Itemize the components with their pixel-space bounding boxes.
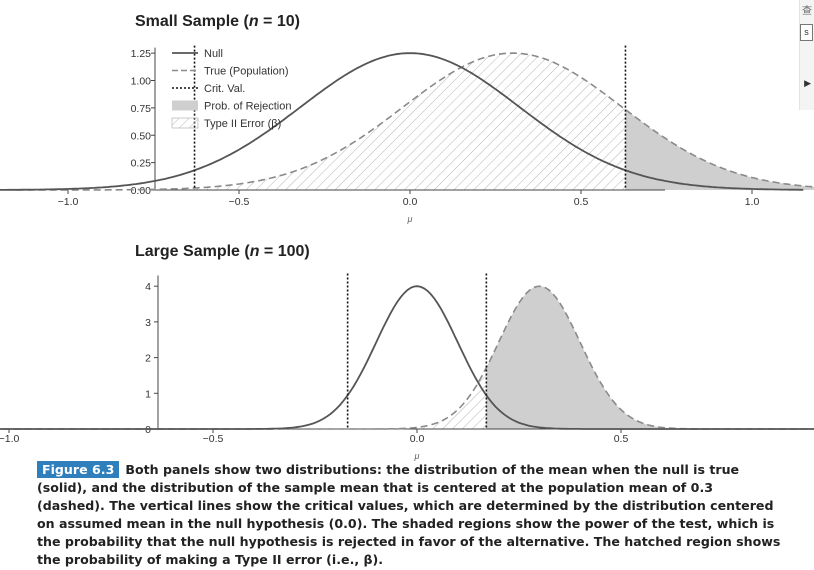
caption-text: Both panels show two distributions: the … [37,462,781,567]
x-tick-label: 0.5 [574,196,589,208]
side-panel-input[interactable]: s [800,24,813,41]
x-tick-label: −0.5 [203,433,224,445]
x-tick-label: 0.0 [410,433,425,445]
panel-2-title: Large Sample (n = 100) [135,243,310,260]
x-axis-label: μ [407,214,413,224]
x-tick-label: −1.0 [58,196,79,208]
y-tick-label: 0.50 [131,130,152,142]
y-tick-label: 0.00 [131,185,152,197]
legend-entry-label: Type II Error (β) [204,118,281,130]
type-ii-error-region [194,53,626,190]
y-tick-label: 0 [145,424,151,436]
x-tick-label: 0.5 [614,433,629,445]
x-tick-label: 1.0 [745,196,760,208]
type-ii-error-region [347,367,487,429]
y-tick-label: 3 [145,317,151,329]
y-tick-label: 1.00 [131,76,152,88]
x-tick-label: 0.0 [403,196,418,208]
true-population-curve [16,52,814,191]
rejection-region-upper [486,286,814,429]
legend-entry-label: Prob. of Rejection [204,101,291,113]
x-axis-label: μ [414,451,420,461]
legend-entry-label: True (Population) [204,66,289,78]
legend: Null True (Population) Crit. Val. Prob. of … [171,48,291,130]
null-curve [0,285,814,430]
x-tick-label: −0.5 [229,196,250,208]
null-curve [0,52,804,191]
y-tick-label: 2 [145,353,151,365]
figure-label: Figure 6.3 [37,461,120,478]
small-sample-chart: 0.00 0.25 0.50 0.75 1.00 1.25 −1.0 −0.5 0.0 0.5 1.… [0,45,814,224]
x-tick-label: −1.0 [0,433,20,445]
y-tick-label: 1.25 [131,48,152,60]
legend-entry-label: Null [204,48,223,60]
y-tick-label: 0.25 [131,158,152,170]
legend-rejection-swatch [172,100,198,111]
y-tick-label: 1 [145,388,151,400]
figure-caption: Figure 6.3 Both panels show two distribut… [37,461,781,569]
y-tick-label: 0.75 [131,103,152,115]
rejection-region-upper [625,109,814,190]
legend-entry-label: Crit. Val. [204,83,245,95]
panel-1-title: Small Sample (n = 10) [135,13,300,30]
expand-arrow-icon[interactable]: ▶ [804,78,811,88]
legend-type-ii-swatch [171,117,199,129]
side-panel-char: 查 [802,6,812,17]
y-tick-label: 4 [145,281,151,293]
true-population-curve [0,285,814,430]
side-panel-strip: 查 s ▶ [799,0,814,110]
